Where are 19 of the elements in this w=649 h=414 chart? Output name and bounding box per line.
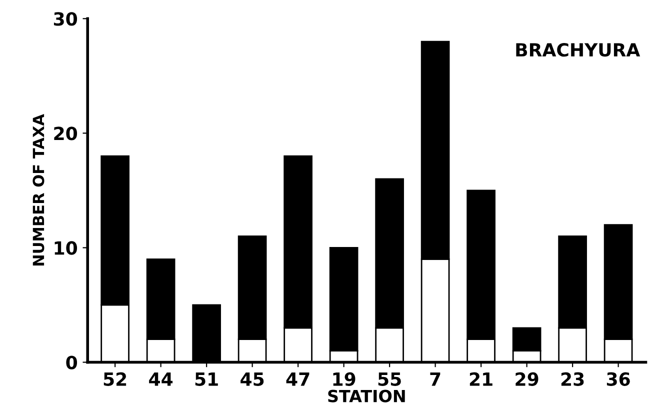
x-tick-label: 55 (378, 372, 401, 386)
text: BRACHYURA (516, 43, 640, 57)
x-tick-label: 47 (286, 372, 310, 386)
x-tick-label: 45 (240, 372, 264, 386)
x-axis-title: STATION (328, 390, 405, 402)
x-tick-label: 36 (606, 372, 630, 386)
y-tick-label: 10 (54, 241, 78, 255)
x-tick-label: 7 (430, 372, 440, 386)
x-tick-label: 23 (561, 372, 584, 386)
y-tick-label: 0 (66, 356, 78, 370)
y-tick-label: 20 (54, 126, 78, 140)
x-tick-label: 29 (516, 372, 538, 386)
x-tick-label: 44 (149, 372, 173, 386)
y-axis-title: NUMBER OF TAXA (32, 114, 44, 266)
x-tick-label: 19 (333, 372, 356, 386)
y-tick-label: 30 (54, 12, 78, 26)
x-tick-label: 51 (195, 372, 218, 386)
x-tick-label: 21 (470, 372, 492, 386)
x-tick-label: 52 (104, 372, 126, 386)
